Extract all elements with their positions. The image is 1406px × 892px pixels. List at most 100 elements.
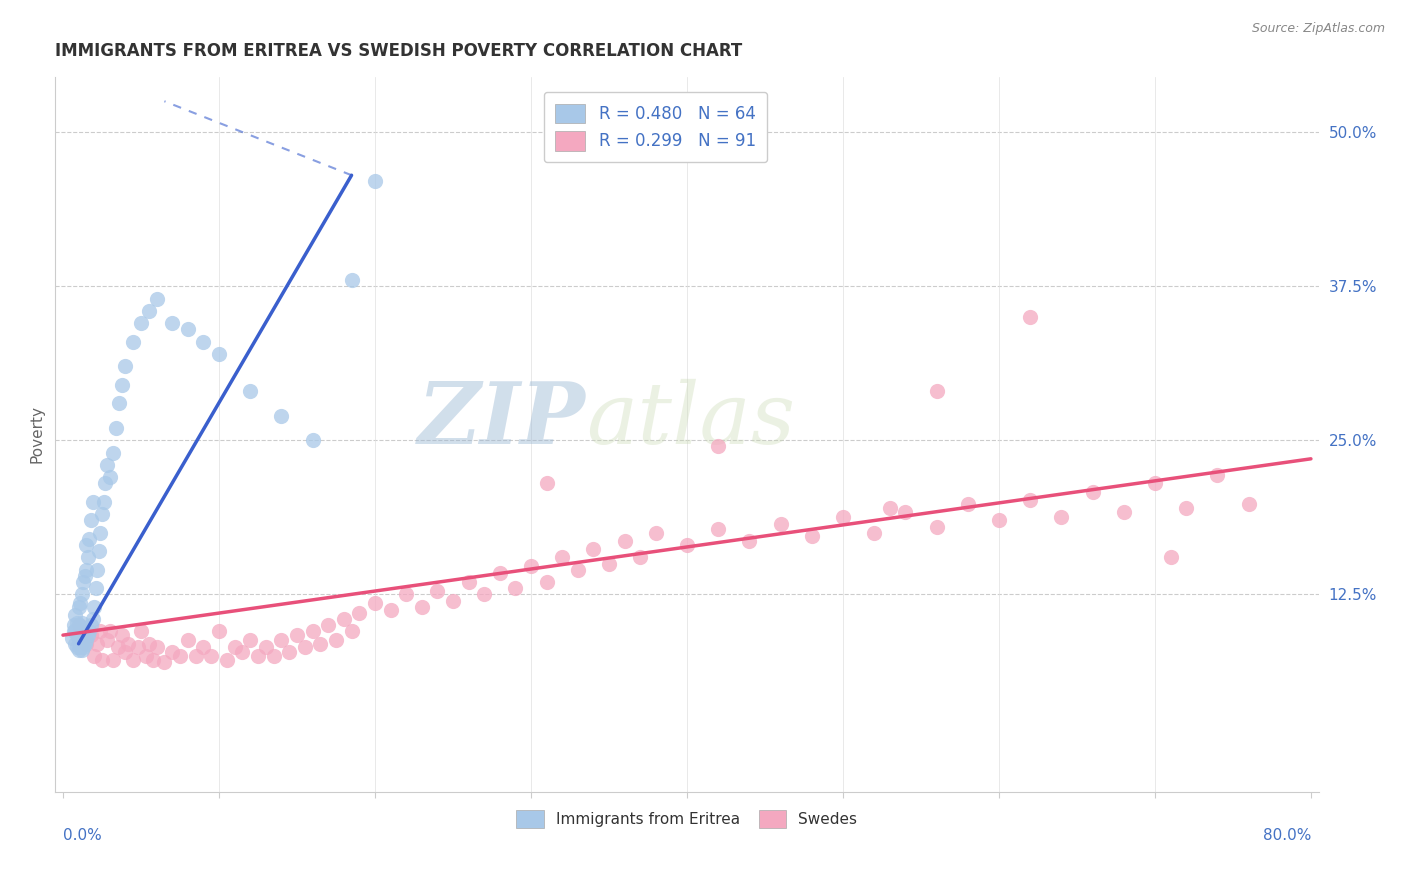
Point xyxy=(107,640,129,655)
Point xyxy=(551,550,574,565)
Point xyxy=(83,599,105,614)
Point xyxy=(65,637,87,651)
Point xyxy=(169,649,191,664)
Point xyxy=(520,559,543,574)
Point xyxy=(75,633,97,648)
Point xyxy=(738,534,761,549)
Point xyxy=(111,628,134,642)
Point xyxy=(411,599,433,614)
Point xyxy=(63,618,86,632)
Point xyxy=(77,550,100,565)
Point xyxy=(301,624,323,639)
Point xyxy=(122,334,145,349)
Point xyxy=(114,359,136,374)
Point xyxy=(105,421,128,435)
Point xyxy=(332,612,354,626)
Point xyxy=(75,538,97,552)
Point xyxy=(285,628,308,642)
Point xyxy=(117,637,139,651)
Point xyxy=(66,628,89,642)
Point xyxy=(380,603,402,617)
Point xyxy=(72,624,94,639)
Point xyxy=(863,525,886,540)
Point xyxy=(536,575,558,590)
Point xyxy=(79,532,101,546)
Point xyxy=(86,563,108,577)
Point xyxy=(135,649,157,664)
Point xyxy=(91,508,114,522)
Point xyxy=(65,624,87,639)
Point xyxy=(598,557,620,571)
Point xyxy=(309,637,332,651)
Point xyxy=(60,631,83,645)
Point xyxy=(87,544,110,558)
Point xyxy=(349,606,371,620)
Point xyxy=(122,653,145,667)
Point xyxy=(80,513,103,527)
Point xyxy=(91,653,114,667)
Point xyxy=(879,501,901,516)
Point xyxy=(316,618,339,632)
Point xyxy=(70,631,93,645)
Point xyxy=(364,174,387,188)
Point xyxy=(200,649,222,664)
Point xyxy=(96,633,118,648)
Text: 80.0%: 80.0% xyxy=(1263,828,1310,843)
Point xyxy=(472,587,495,601)
Point xyxy=(77,628,100,642)
Point xyxy=(98,624,121,639)
Legend: Immigrants from Eritrea, Swedes: Immigrants from Eritrea, Swedes xyxy=(510,805,863,834)
Point xyxy=(231,645,253,659)
Point xyxy=(208,624,231,639)
Point xyxy=(676,538,699,552)
Point xyxy=(177,633,200,648)
Point xyxy=(111,377,134,392)
Point xyxy=(129,316,152,330)
Point xyxy=(426,583,449,598)
Point xyxy=(96,458,118,472)
Point xyxy=(278,645,301,659)
Point xyxy=(93,495,115,509)
Point xyxy=(340,273,363,287)
Point xyxy=(441,593,464,607)
Point xyxy=(505,582,527,596)
Point xyxy=(184,649,207,664)
Point xyxy=(84,582,107,596)
Point xyxy=(67,599,90,614)
Point xyxy=(707,522,730,536)
Point xyxy=(127,640,149,655)
Point xyxy=(138,303,160,318)
Point xyxy=(86,637,108,651)
Point xyxy=(325,633,347,648)
Point xyxy=(79,624,101,639)
Point xyxy=(75,563,97,577)
Point xyxy=(613,534,636,549)
Point xyxy=(142,653,165,667)
Point xyxy=(145,292,167,306)
Point xyxy=(894,505,917,519)
Point xyxy=(101,445,124,459)
Point xyxy=(1143,476,1166,491)
Point xyxy=(224,640,246,655)
Text: atlas: atlas xyxy=(586,378,794,461)
Point xyxy=(707,440,730,454)
Y-axis label: Poverty: Poverty xyxy=(30,405,44,463)
Point xyxy=(270,633,292,648)
Point xyxy=(1019,310,1042,324)
Point xyxy=(63,624,86,639)
Point xyxy=(73,637,96,651)
Point xyxy=(1206,467,1229,482)
Point xyxy=(67,618,90,632)
Point xyxy=(956,498,979,512)
Point xyxy=(457,575,479,590)
Point xyxy=(82,612,104,626)
Point xyxy=(1175,501,1198,516)
Point xyxy=(67,631,90,645)
Point xyxy=(800,529,823,543)
Point xyxy=(70,587,93,601)
Point xyxy=(160,645,183,659)
Point xyxy=(89,525,111,540)
Point xyxy=(364,596,387,610)
Point xyxy=(270,409,292,423)
Text: 0.0%: 0.0% xyxy=(63,828,101,843)
